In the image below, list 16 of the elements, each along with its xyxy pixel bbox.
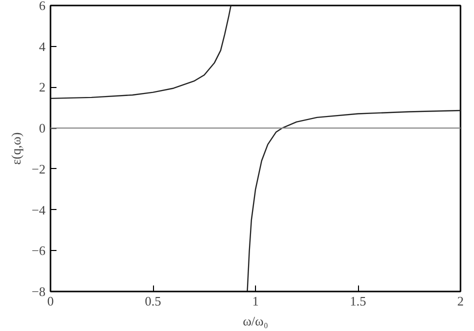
x-tick-label: 1 (252, 294, 259, 308)
y-axis-title: ε(q,ω) (8, 132, 24, 165)
y-tick-label: −8 (32, 284, 46, 299)
x-tick-label: 1.5 (350, 294, 366, 308)
x-axis-title: ω/ω₀ (242, 314, 268, 328)
line-series (246, 110, 460, 292)
y-tick-label: −6 (32, 243, 46, 258)
x-tick-label: 2 (457, 294, 464, 308)
y-tick-label: −2 (32, 161, 46, 176)
y-tick-label: 6 (39, 0, 46, 13)
y-tick-label: −4 (32, 202, 46, 218)
y-tick-label: 4 (39, 38, 46, 54)
x-tick-label: 0.5 (144, 294, 162, 308)
line-series (50, 6, 232, 100)
y-tick-label: 0 (39, 120, 46, 136)
y-tick-label: 2 (39, 80, 46, 95)
